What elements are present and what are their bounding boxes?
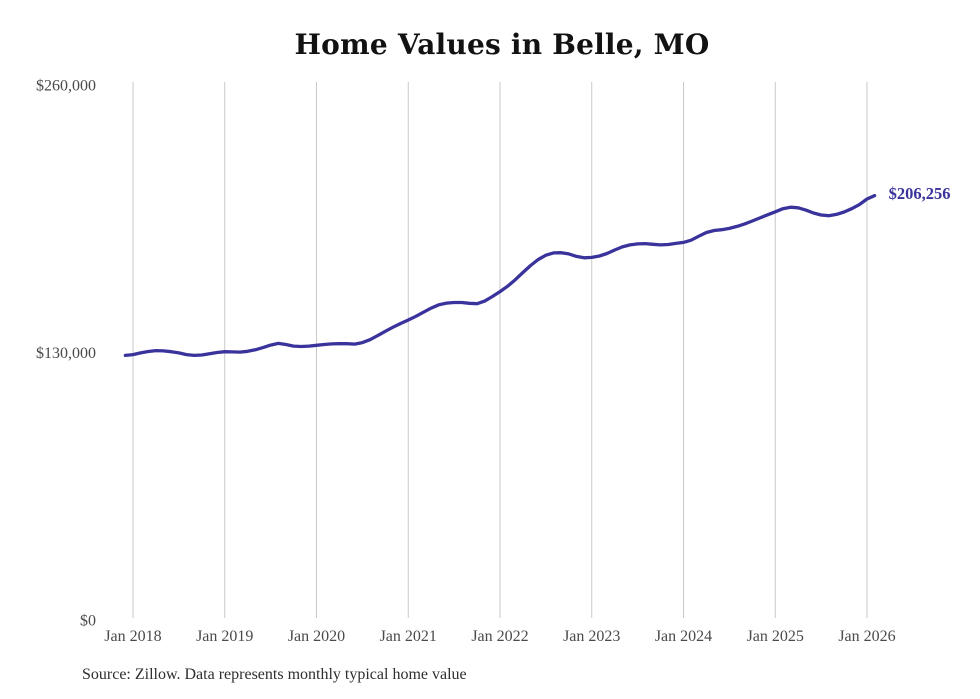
x-tick-jan-2025: Jan 2025 (747, 628, 804, 645)
x-tick-jan-2024: Jan 2024 (655, 628, 712, 645)
x-tick-jan-2018: Jan 2018 (104, 628, 161, 645)
y-tick-260000: $260,000 (36, 78, 96, 95)
x-axis-tick-labels: Jan 2018 Jan 2019 Jan 2020 Jan 2021 Jan 2022… (104, 628, 895, 645)
y-tick-130000: $130,000 (36, 345, 96, 362)
home-value-series-line (123, 193, 877, 358)
x-tick-jan-2020: Jan 2020 (288, 628, 345, 645)
source-note: Source: Zillow. Data represents monthly … (82, 666, 467, 683)
year-gridlines (132, 82, 868, 618)
x-tick-jan-2022: Jan 2022 (471, 628, 528, 645)
y-tick-0: $0 (80, 613, 96, 630)
x-tick-jan-2023: Jan 2023 (563, 628, 620, 645)
x-tick-jan-2019: Jan 2019 (196, 628, 253, 645)
x-tick-jan-2021: Jan 2021 (380, 628, 437, 645)
chart-title: Home Values in Belle, MO (294, 28, 710, 61)
latest-value-label: $206,256 (889, 184, 951, 203)
x-tick-jan-2026: Jan 2026 (838, 628, 895, 645)
